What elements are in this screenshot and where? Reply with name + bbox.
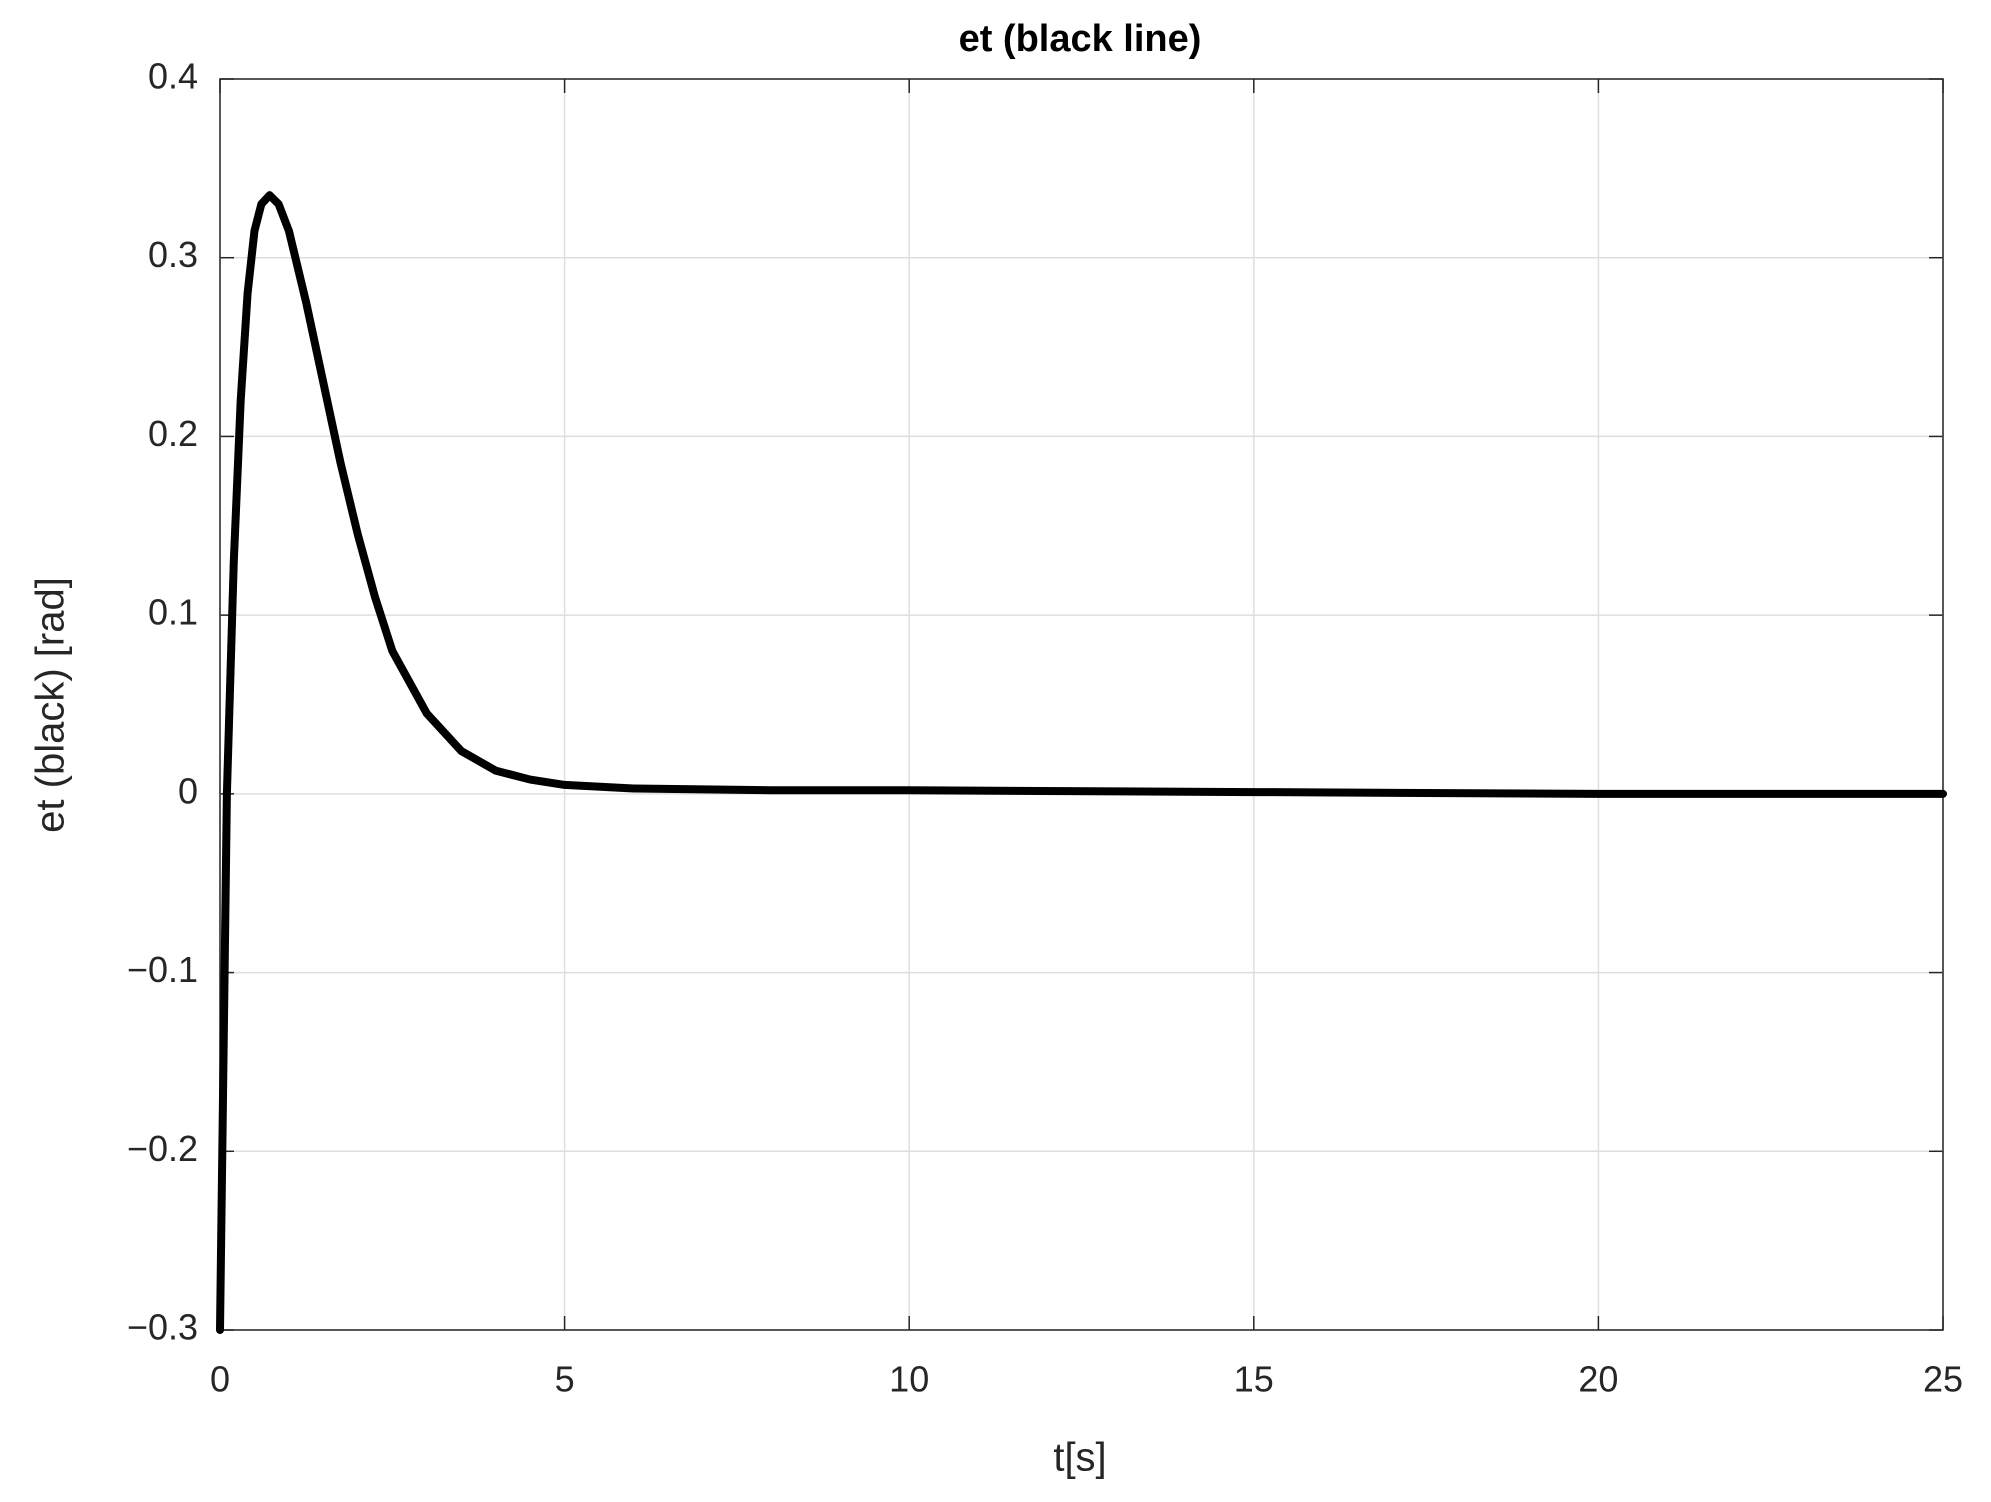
- y-tick-label: −0.3: [127, 1307, 198, 1348]
- chart-title: et (black line): [959, 18, 1202, 60]
- y-tick-label: 0.3: [148, 234, 198, 275]
- y-axis-label: et (black) [rad]: [29, 577, 73, 833]
- y-tick-label: −0.1: [127, 949, 198, 990]
- plot-border: [219, 78, 1944, 1331]
- y-tick-label: 0.1: [148, 592, 198, 633]
- x-tick-label: 5: [555, 1359, 575, 1400]
- y-tick-label: 0: [178, 770, 198, 811]
- x-axis-label: t[s]: [1053, 1436, 1106, 1480]
- data-line: [216, 191, 1947, 1334]
- x-tick-label: 20: [1578, 1359, 1618, 1400]
- x-tick-label: 0: [210, 1359, 230, 1400]
- x-tick-label: 10: [889, 1359, 929, 1400]
- x-tick-label: 15: [1234, 1359, 1274, 1400]
- y-tick-label: 0.4: [148, 56, 198, 97]
- plot-area: [220, 79, 1943, 1330]
- y-tick-label: −0.2: [127, 1128, 198, 1169]
- y-tick-label: 0.2: [148, 413, 198, 454]
- x-tick-label: 25: [1923, 1359, 1963, 1400]
